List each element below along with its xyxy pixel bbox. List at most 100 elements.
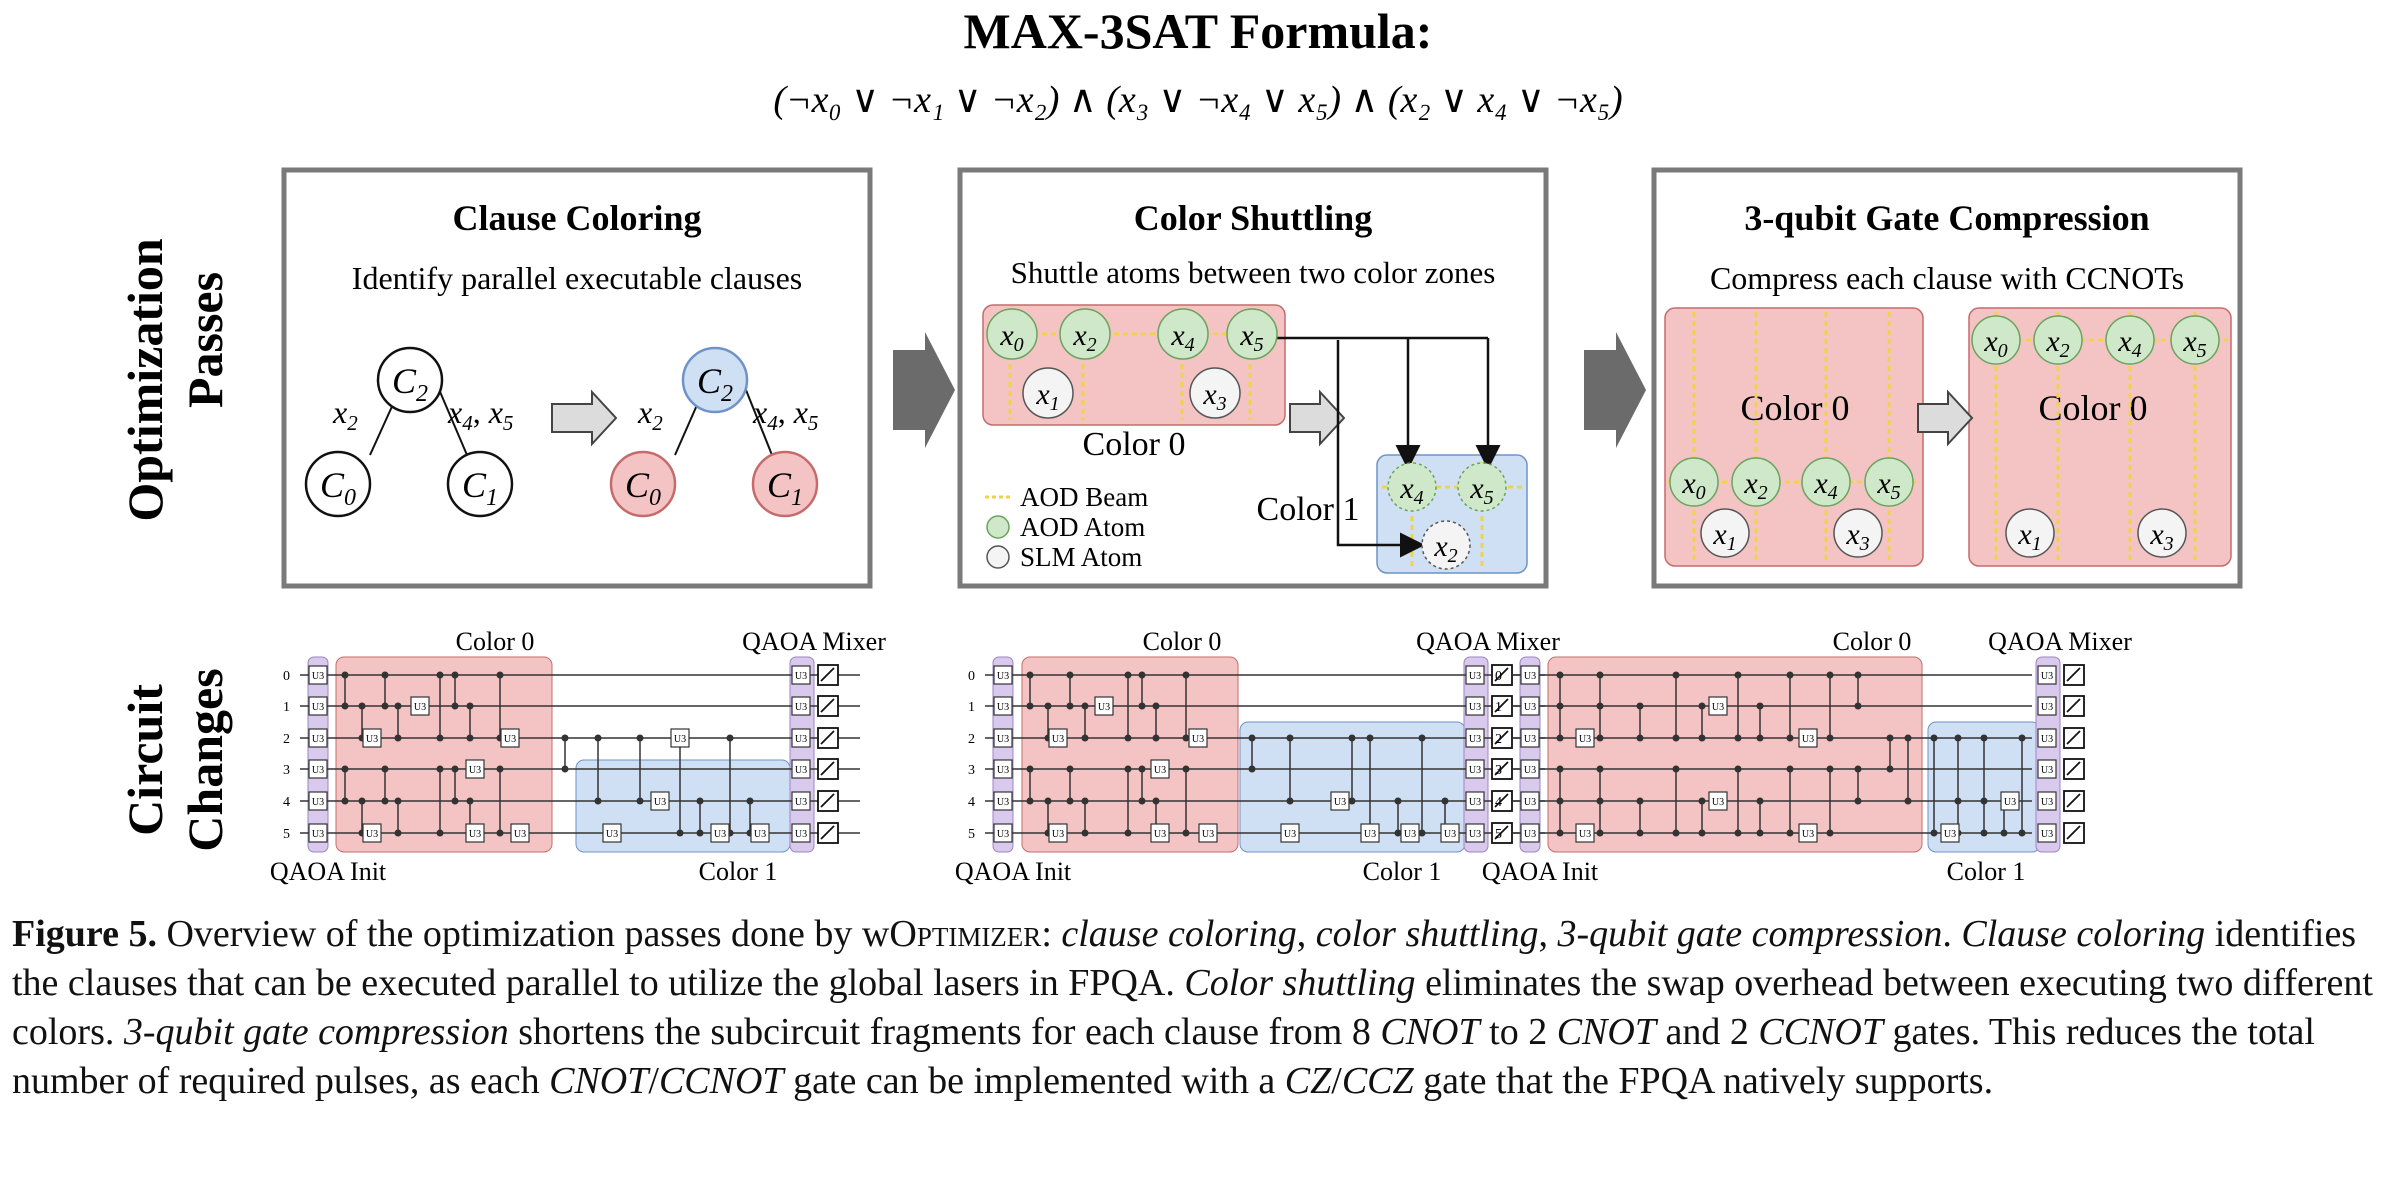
u3-gate-label: U3 bbox=[1469, 702, 1481, 713]
u3-gate-label: U3 bbox=[997, 829, 1009, 840]
zone-color0 bbox=[1021, 656, 1239, 853]
u3-gate-label: U3 bbox=[1524, 765, 1536, 776]
control-dot bbox=[341, 702, 349, 710]
control-dot bbox=[1556, 797, 1564, 805]
zone-color1-label: Color 1 bbox=[1257, 491, 1360, 528]
u3-gate bbox=[1940, 823, 1960, 843]
u3-gate-label: U3 bbox=[1364, 829, 1376, 840]
clause-node-c2 bbox=[376, 346, 444, 414]
control-dot bbox=[451, 702, 459, 710]
control-dot bbox=[1756, 829, 1764, 837]
qubit-index: 0 bbox=[968, 669, 975, 684]
control-dot bbox=[1026, 702, 1034, 710]
control-dot bbox=[1698, 797, 1706, 805]
u3-gate-label: U3 bbox=[1524, 671, 1536, 682]
control-dot bbox=[1124, 765, 1132, 773]
pass-arrow-1 bbox=[893, 332, 955, 448]
zone-color0-label: Color 0 bbox=[1083, 426, 1186, 463]
control-dot bbox=[394, 829, 402, 837]
control-dot bbox=[1081, 797, 1089, 805]
zone-color0 bbox=[335, 656, 553, 853]
zone-color0 bbox=[1547, 656, 1923, 853]
control-dot bbox=[1886, 765, 1894, 773]
control-dot bbox=[1556, 702, 1564, 710]
u3-gate-label: U3 bbox=[2041, 765, 2053, 776]
control-dot bbox=[1672, 734, 1680, 742]
control-dot bbox=[1182, 829, 1190, 837]
u3-gate-label: U3 bbox=[1052, 734, 1064, 745]
u3-gate bbox=[1798, 728, 1818, 748]
control-dot bbox=[1596, 829, 1604, 837]
control-dot bbox=[466, 702, 474, 710]
zone-qaoa-mixer bbox=[2035, 656, 2061, 853]
control-dot bbox=[436, 829, 444, 837]
control-dot bbox=[381, 702, 389, 710]
u3-gate-label: U3 bbox=[1524, 734, 1536, 745]
u3-gate bbox=[1798, 823, 1818, 843]
u3-gate bbox=[1465, 823, 1485, 843]
u3-gate-label: U3 bbox=[997, 734, 1009, 745]
u3-gate bbox=[1465, 696, 1485, 716]
u3-gate bbox=[791, 759, 811, 779]
svg-text:C2: C2 bbox=[697, 361, 733, 407]
control-dot bbox=[1182, 734, 1190, 742]
u3-gate bbox=[1280, 823, 1300, 843]
atom-x5: x5 bbox=[1226, 308, 1278, 360]
control-dot bbox=[1556, 734, 1564, 742]
u3-gate bbox=[1330, 791, 1350, 811]
u3-gate-label: U3 bbox=[469, 765, 481, 776]
u3-gate bbox=[1465, 759, 1485, 779]
row-label-passes: Optimization Passes bbox=[117, 238, 233, 522]
edge-label-left: x2 bbox=[637, 394, 663, 435]
control-dot bbox=[1286, 734, 1294, 742]
u3-gate-label: U3 bbox=[1802, 829, 1814, 840]
u3-gate-label: U3 bbox=[795, 671, 807, 682]
u3-gate bbox=[2037, 791, 2057, 811]
u3-gate bbox=[1188, 728, 1208, 748]
zone-qaoa-init bbox=[307, 656, 329, 853]
row-label-circuit-line2: Changes bbox=[177, 668, 233, 851]
label-color1: Color 1 bbox=[1947, 857, 2026, 886]
coloring-arrow bbox=[551, 389, 618, 447]
control-dot bbox=[1596, 671, 1604, 679]
u3-gate-label: U3 bbox=[2041, 797, 2053, 808]
control-dot bbox=[1138, 702, 1146, 710]
control-dot bbox=[1854, 702, 1862, 710]
control-dot bbox=[358, 702, 366, 710]
compression-arrow bbox=[1917, 389, 1974, 447]
control-dot bbox=[1152, 702, 1160, 710]
u3-gate-label: U3 bbox=[1202, 829, 1214, 840]
u3-gate bbox=[1520, 665, 1540, 685]
control-dot bbox=[1954, 797, 1962, 805]
legend-aod-beam: AOD Beam bbox=[1020, 482, 1148, 512]
atom-x3: x3 bbox=[1189, 367, 1241, 419]
control-dot bbox=[2018, 734, 2026, 742]
circuit-compressed: 0 U3 U3 1 U3 U3 2 U3 U3 3 U3 U3 4 U3 U3 5 U3 U3 U3 U3 U3 U3 U3… bbox=[1482, 627, 2132, 886]
circuit-shuttled: 0 U3 U3 1 U3 U3 2 U3 U3 3 U3 U3 4 U3 U3 5 U3 U3 U3 U3 U3 U3 U3… bbox=[955, 627, 1560, 886]
u3-gate-label: U3 bbox=[1052, 829, 1064, 840]
u3-gate-label: U3 bbox=[1944, 829, 1956, 840]
edge-label-right: x4, x5 bbox=[752, 394, 818, 435]
measure-icon bbox=[820, 667, 835, 682]
u3-gate-label: U3 bbox=[414, 702, 426, 713]
svg-text:x4: x4 bbox=[1813, 467, 1837, 504]
label-qaoa-mixer: QAOA Mixer bbox=[1988, 627, 2132, 656]
u3-gate-label: U3 bbox=[2004, 797, 2016, 808]
control-dot bbox=[1786, 765, 1794, 773]
atom-x5: x5 bbox=[2170, 315, 2220, 365]
svg-text:x2: x2 bbox=[1743, 467, 1767, 504]
label-color0: Color 0 bbox=[1143, 627, 1222, 656]
control-dot bbox=[394, 702, 402, 710]
u3-gate-label: U3 bbox=[997, 702, 1009, 713]
control-dot bbox=[1904, 797, 1912, 805]
control-dot bbox=[1854, 797, 1862, 805]
control-dot bbox=[1756, 797, 1764, 805]
figure-caption: Figure 5. Overview of the optimization p… bbox=[12, 910, 2388, 1106]
svg-text:x5: x5 bbox=[1239, 319, 1263, 356]
atom-x4: x4 bbox=[1801, 457, 1851, 507]
u3-gate-label: U3 bbox=[312, 765, 324, 776]
panel-title: Clause Coloring bbox=[452, 198, 701, 238]
control-dot bbox=[1248, 765, 1256, 773]
control-dot bbox=[1756, 734, 1764, 742]
u3-gate bbox=[308, 791, 328, 811]
